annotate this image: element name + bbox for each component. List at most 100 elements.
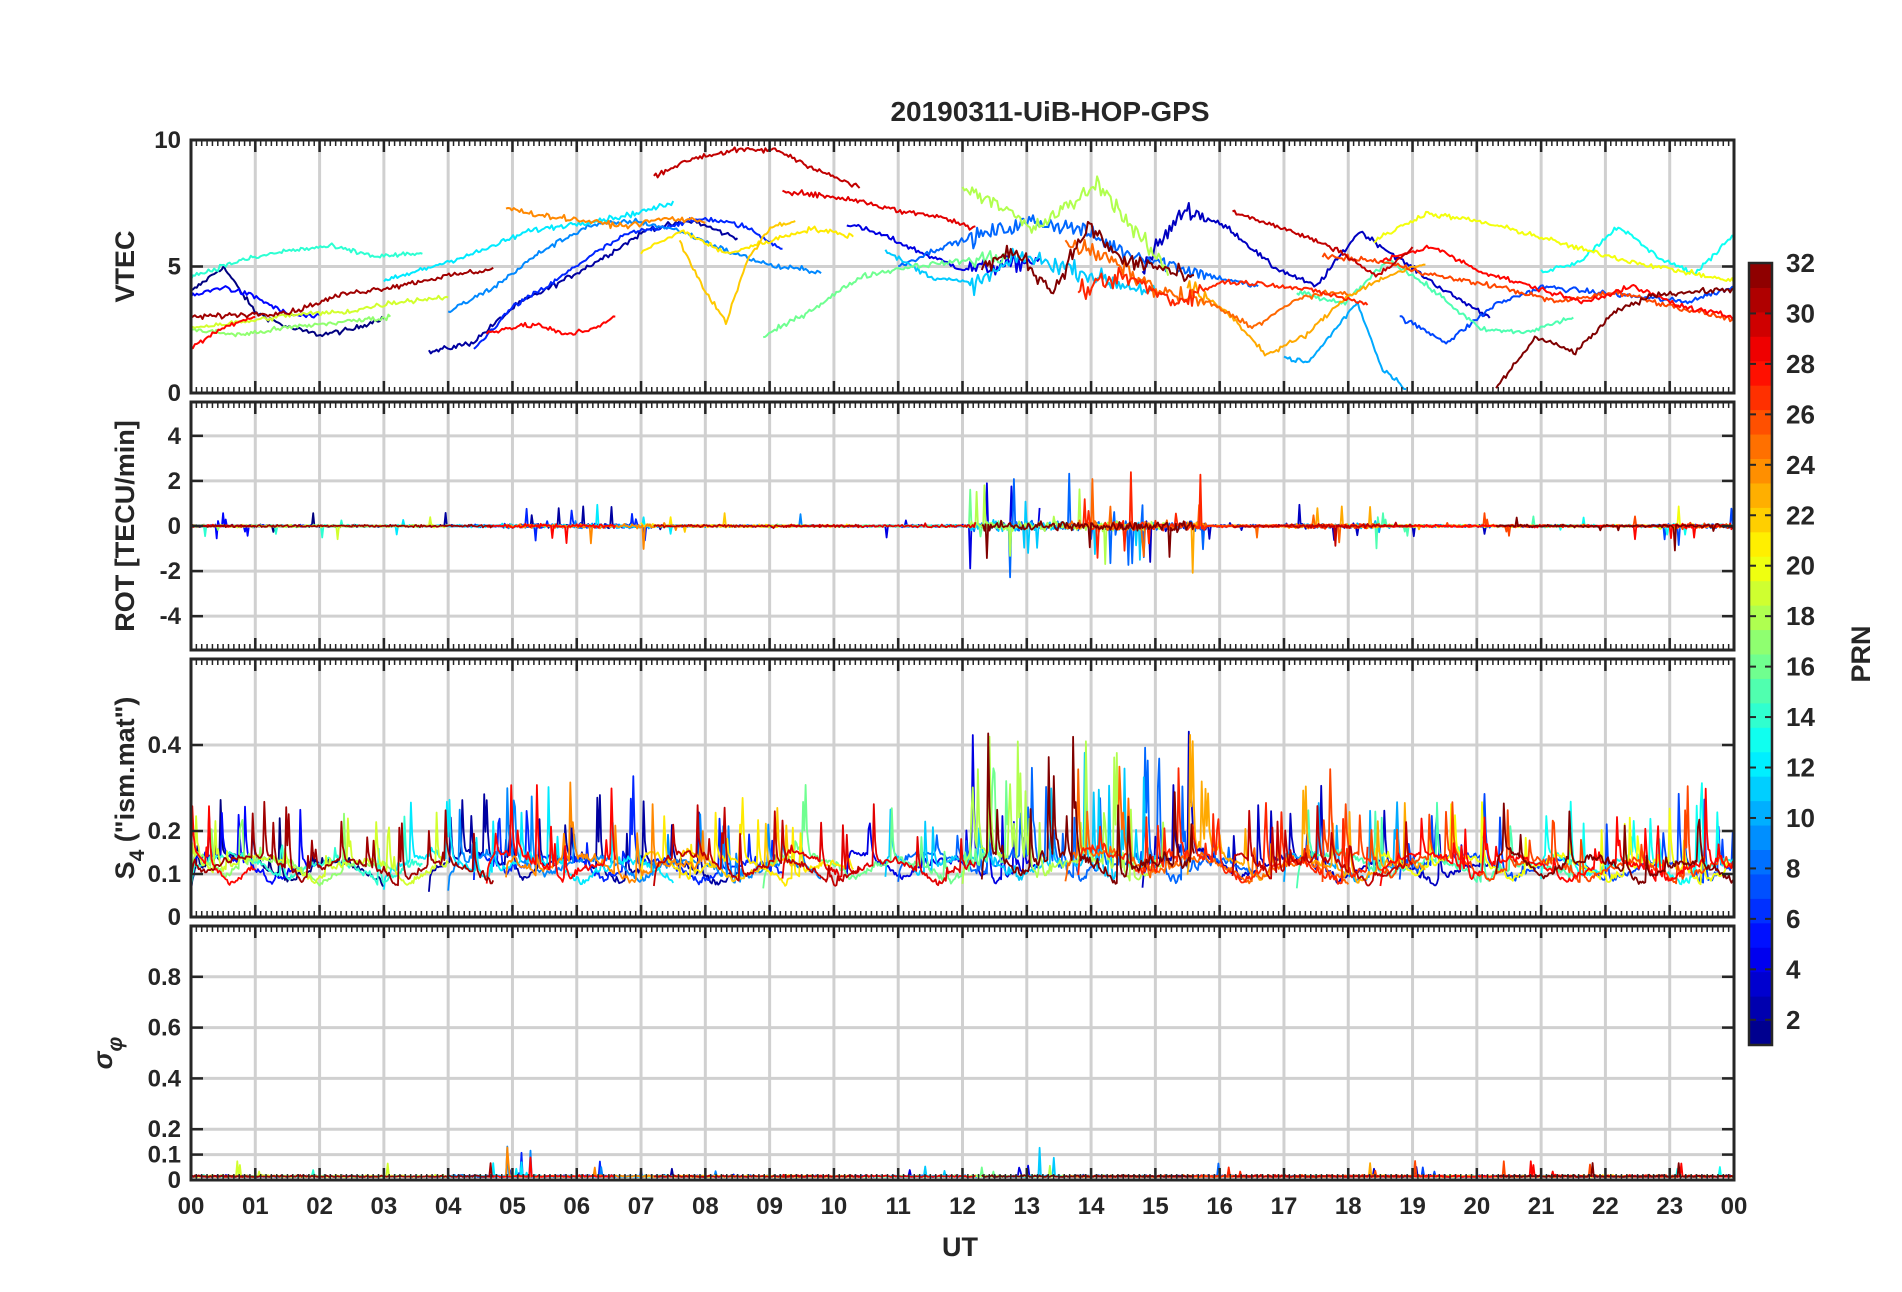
series-prn-7	[1399, 284, 1734, 345]
series-prn-28	[191, 805, 256, 886]
series-prn-30	[1231, 805, 1414, 887]
series-prn-16	[763, 250, 1008, 339]
x-tick-label: 03	[371, 1193, 398, 1220]
y-tick-label: 0.8	[148, 964, 181, 991]
colorbar-bin	[1749, 482, 1772, 508]
colorbar-tick-label: 22	[1786, 500, 1815, 530]
y-axis-label-sigma: σφ	[88, 1036, 127, 1069]
x-tick-label: 22	[1592, 1193, 1619, 1220]
colorbar-bin	[1749, 996, 1772, 1022]
colorbar-tick-label: 18	[1786, 601, 1815, 631]
x-tick-label: 16	[1206, 1193, 1233, 1220]
series-prn-27	[1077, 266, 1369, 307]
y-tick-label: 0.1	[148, 1142, 181, 1169]
colorbar-bin	[1749, 849, 1772, 875]
x-tick-label: 05	[499, 1193, 526, 1220]
series-prn-18	[961, 175, 1170, 276]
x-tick-label: 21	[1528, 1193, 1555, 1220]
colorbar-tick-label: 30	[1786, 298, 1815, 328]
series-prn-20	[1373, 210, 1734, 284]
series-prn-12	[383, 200, 675, 283]
series-prn-30	[653, 1174, 861, 1178]
x-ticks	[189, 926, 1736, 1182]
colorbar-bin	[1749, 385, 1772, 411]
y-tick-label: 10	[154, 127, 181, 154]
y-tick-label: 0.6	[148, 1015, 181, 1042]
panel-s4: 0 0.1 0.2 0.4S4 ("ism.mat")	[110, 657, 1736, 931]
series-prn-30	[1232, 209, 1414, 278]
colorbar-bin	[1749, 922, 1772, 948]
x-ticks	[189, 402, 1736, 650]
series-prn-19	[191, 294, 449, 329]
series-prn-29	[782, 189, 976, 231]
series-prn-31	[191, 266, 494, 320]
x-tick-label: 07	[628, 1193, 655, 1220]
colorbar-bin	[1749, 556, 1772, 582]
colorbar-bin	[1749, 873, 1772, 899]
x-tick-label: 09	[756, 1193, 783, 1220]
series-prn-28	[1379, 787, 1734, 887]
colorbar-tick-label: 26	[1786, 399, 1815, 429]
series-prn-9	[447, 217, 822, 314]
series-prn-10	[1283, 301, 1407, 391]
series-prn-32	[1495, 286, 1734, 389]
x-axis-label: UT	[942, 1232, 978, 1262]
y-tick-label: 0.2	[148, 818, 181, 845]
y-tick-label: 0	[168, 1167, 181, 1194]
colorbar-bin	[1749, 434, 1772, 459]
colorbar-tick-label: 8	[1786, 853, 1800, 883]
series-prn-32	[1495, 516, 1734, 552]
series-prn-29	[781, 803, 977, 887]
colorbar-bin	[1749, 800, 1772, 826]
series-prn-30	[653, 804, 861, 887]
x-tick-label: 12	[949, 1193, 976, 1220]
x-ticks	[189, 659, 1736, 919]
colorbar-tick-label: 32	[1786, 248, 1815, 278]
colorbar-bin	[1749, 898, 1772, 924]
grid-lines	[191, 926, 1734, 1180]
colorbar-bin	[1749, 458, 1772, 484]
series-prn-31	[191, 800, 495, 887]
series-prn-28	[486, 522, 617, 544]
y-tick-label: -4	[160, 603, 182, 630]
colorbar-bin	[1749, 727, 1772, 753]
colorbar-tick-label: 14	[1786, 702, 1815, 732]
series-prn-31	[191, 523, 494, 529]
series-prn-24	[505, 207, 706, 230]
series-prn-32	[981, 519, 1195, 559]
x-ticks	[189, 138, 1736, 395]
series-prn-28	[1379, 244, 1734, 321]
series-prn-32	[980, 220, 1195, 295]
x-tick-label: 08	[692, 1193, 719, 1220]
series-prn-17	[191, 313, 392, 338]
x-tick-label: 00	[1721, 1193, 1748, 1220]
y-tick-label: 5	[168, 254, 181, 281]
y-tick-label: 0	[168, 904, 181, 931]
series-prn-30	[653, 146, 861, 189]
y-tick-label: 2	[168, 468, 181, 495]
x-tick-label: 10	[821, 1193, 848, 1220]
panel-sigma: 00.10.2 0.4 0.6 0.8 σφ 00 01 02 03 04 05 06 07 08 09 10…	[88, 924, 1748, 1220]
x-tick-label: 01	[242, 1193, 269, 1220]
x-tick-label: 00	[178, 1193, 205, 1220]
traces-vtec	[191, 146, 1734, 391]
x-tick-label: 11	[886, 1193, 911, 1220]
colorbar-frame	[1747, 261, 1774, 1047]
y-tick-label: 0.4	[148, 1065, 182, 1092]
series-prn-6	[473, 216, 783, 350]
series-prn-16	[762, 761, 1009, 889]
y-tick-label: 0.4	[148, 732, 182, 759]
colorbar-bin	[1749, 336, 1772, 362]
traces-rot	[191, 471, 1734, 579]
colorbar-bin	[1749, 580, 1772, 606]
colorbar-bin	[1749, 825, 1772, 850]
x-tick-label: 17	[1271, 1193, 1298, 1220]
y-axis-label-rot: ROT [TECU/min]	[110, 420, 140, 631]
series-prn-14	[191, 242, 423, 281]
series-prn-11	[884, 751, 1157, 881]
series-prn-3	[1141, 202, 1491, 319]
y-axis-label-s4: S4 ("ism.mat")	[110, 697, 149, 880]
